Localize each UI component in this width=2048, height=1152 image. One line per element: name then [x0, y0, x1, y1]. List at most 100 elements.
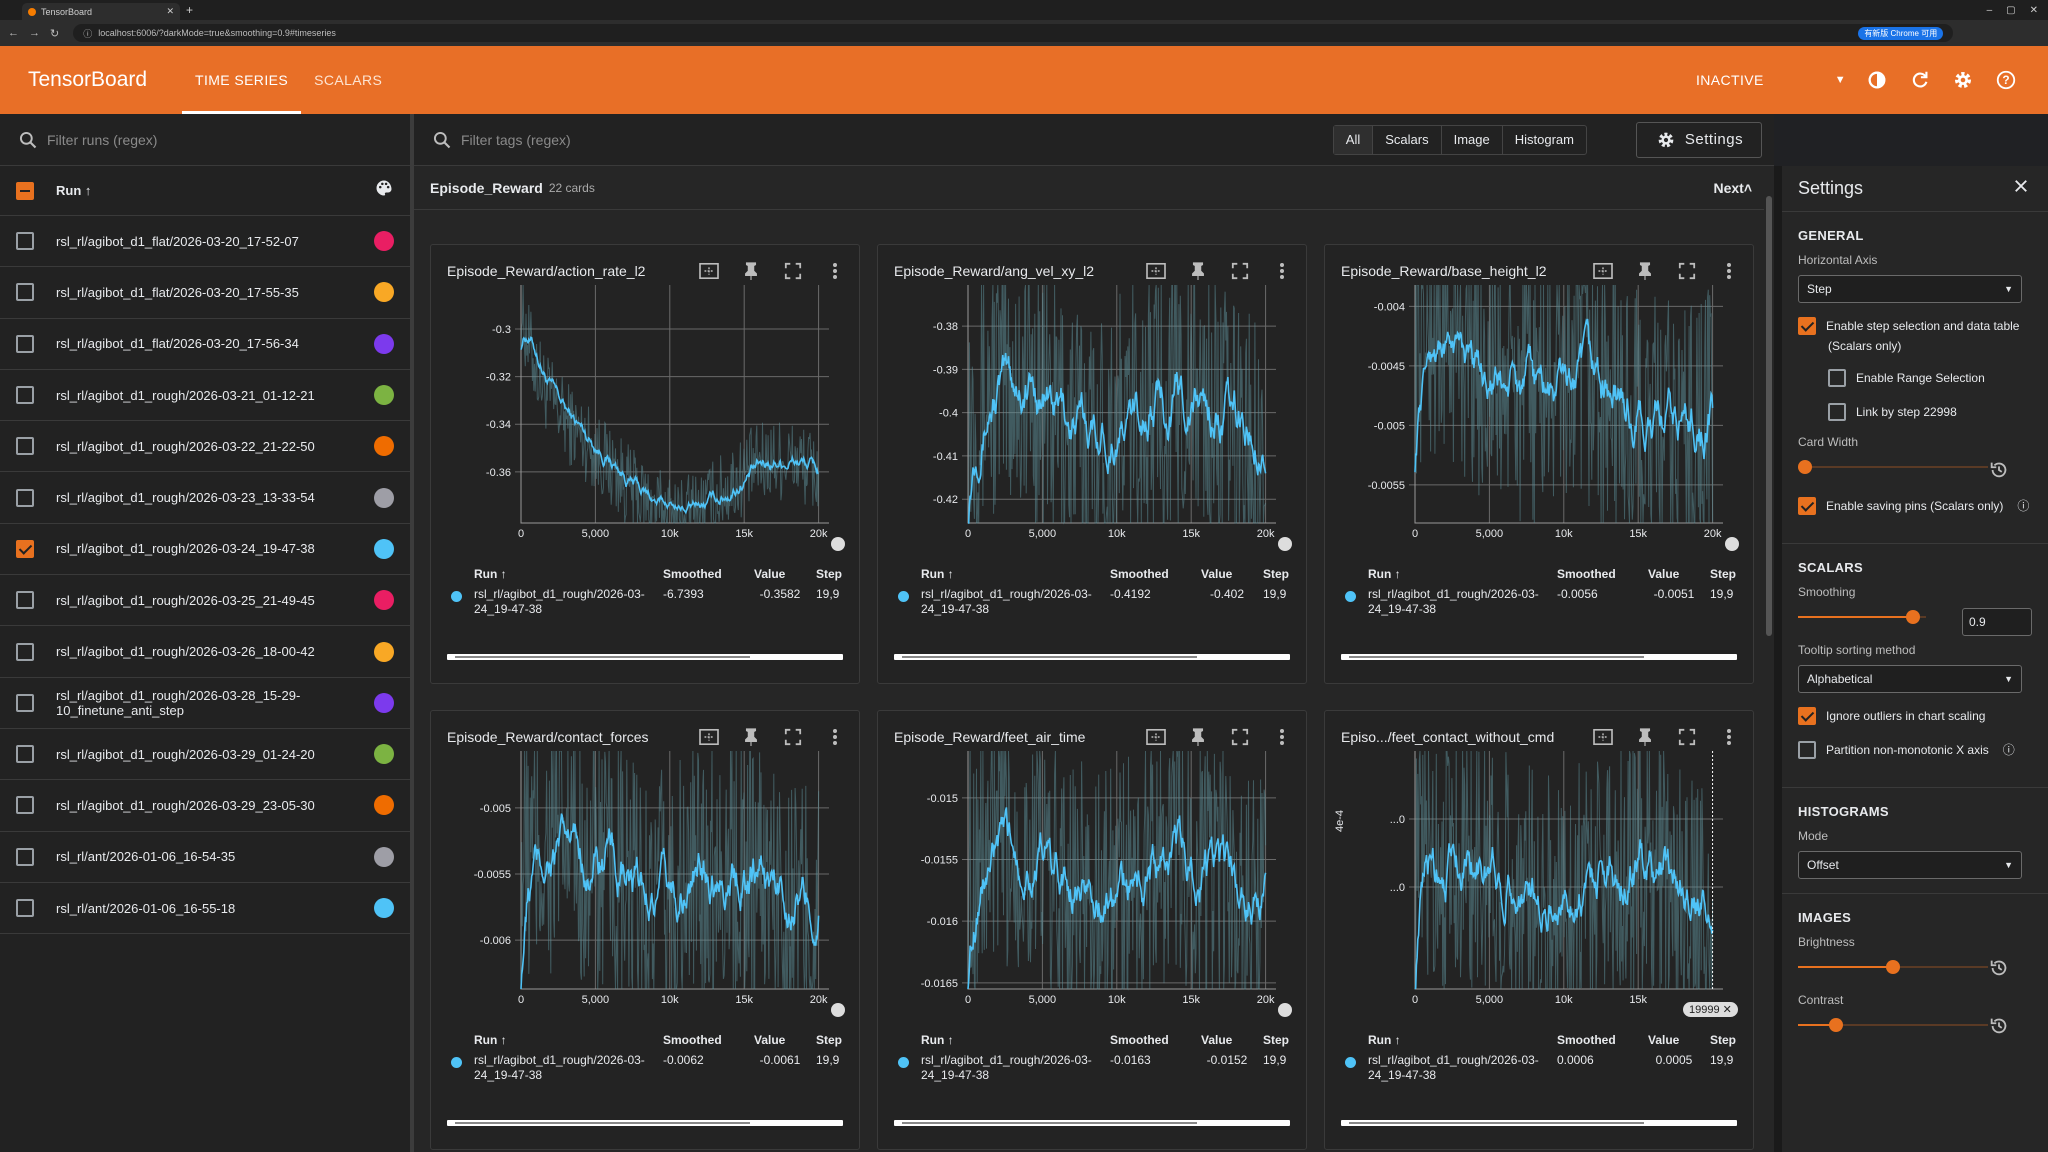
column-header-run[interactable]: Run ↑ [1368, 567, 1401, 581]
table-scrollbar[interactable] [1341, 654, 1737, 660]
run-row[interactable]: rsl_rl/ant/2026-01-06_16-55-18 [0, 883, 410, 935]
smoothing-slider[interactable] [1798, 607, 1926, 627]
column-header-value[interactable]: Value [1201, 567, 1233, 581]
column-header-run[interactable]: Run ↑ [1368, 1033, 1401, 1047]
saving-pins-checkbox[interactable] [1798, 497, 1816, 515]
run-checkbox[interactable] [16, 283, 34, 302]
step-badge[interactable]: 19999 ✕ [1683, 1002, 1738, 1017]
step-marker-icon[interactable] [831, 537, 845, 551]
brightness-slider[interactable] [1798, 957, 1988, 977]
run-row[interactable]: rsl_rl/agibot_d1_rough/2026-03-29_01-24-… [0, 729, 410, 781]
tab-scalars[interactable]: SCALARS [314, 72, 383, 88]
column-header-smoothed[interactable]: Smoothed [1557, 567, 1616, 581]
run-color-swatch[interactable] [374, 538, 394, 559]
step-marker-icon[interactable] [831, 1003, 845, 1017]
table-scrollbar[interactable] [447, 654, 843, 660]
fullscreen-icon[interactable] [1675, 261, 1699, 281]
tag-filter-input[interactable] [461, 131, 1261, 148]
fit-domain-icon[interactable] [1144, 261, 1168, 281]
fit-domain-icon[interactable] [1591, 727, 1615, 747]
column-header-smoothed[interactable]: Smoothed [663, 567, 722, 581]
run-row[interactable]: rsl_rl/agibot_d1_rough/2026-03-22_21-22-… [0, 421, 410, 473]
run-checkbox[interactable] [16, 693, 34, 712]
column-header-run[interactable]: Run ↑ [474, 567, 507, 581]
toggle-image[interactable]: Image [1442, 125, 1503, 154]
scrollbar-thumb[interactable] [455, 1122, 750, 1124]
scalar-chart[interactable]: 0 5,000 10k 15k 20k -0.3 -0.32 -0.34 -0.36 [431, 285, 861, 555]
ignore-outliers-checkbox[interactable] [1798, 707, 1816, 725]
column-header-smoothed[interactable]: Smoothed [1110, 567, 1169, 581]
run-checkbox[interactable] [16, 745, 34, 764]
next-page-button[interactable]: Next˄ [1713, 180, 1752, 196]
column-header-step[interactable]: Step [1710, 1033, 1737, 1047]
toggle-histogram[interactable]: Histogram [1514, 132, 1574, 147]
column-header-value[interactable]: Value [1648, 567, 1680, 581]
close-tab-icon[interactable]: ✕ [166, 6, 174, 16]
run-color-swatch[interactable] [374, 795, 394, 816]
settings-button[interactable]: Settings [1636, 121, 1762, 158]
help-icon[interactable]: ? [1994, 68, 2018, 92]
more-vert-icon[interactable] [823, 261, 847, 281]
dark-mode-icon[interactable] [1865, 68, 1889, 92]
column-header-run[interactable]: Run ↑ [921, 1033, 954, 1047]
run-checkbox[interactable] [16, 796, 34, 815]
browser-tab[interactable]: TensorBoard ✕ [22, 3, 180, 20]
scrollbar-thumb[interactable] [902, 656, 1197, 658]
scalar-chart[interactable]: 0 5,000 10k 15k ...0 ...0 4e-4 [1325, 751, 1755, 1021]
run-checkbox[interactable] [16, 437, 34, 456]
table-scrollbar[interactable] [894, 654, 1290, 660]
run-row[interactable]: rsl_rl/agibot_d1_flat/2026-03-20_17-56-3… [0, 319, 410, 370]
contrast-slider[interactable] [1798, 1015, 1988, 1035]
run-row[interactable]: rsl_rl/agibot_d1_rough/2026-03-28_15-29-… [0, 678, 410, 729]
close-window-icon[interactable]: ✕ [2029, 4, 2038, 16]
smoothing-input[interactable]: 0.9 [1962, 608, 2032, 636]
step-selection-checkbox[interactable] [1798, 317, 1816, 335]
column-header-smoothed[interactable]: Smoothed [1557, 1033, 1616, 1047]
column-header-value[interactable]: Value [754, 567, 786, 581]
run-color-swatch[interactable] [374, 641, 394, 662]
minimize-icon[interactable]: – [1986, 4, 1993, 16]
scalar-chart[interactable]: 0 5,000 10k 15k 20k -0.005 -0.0055 -0.006 [431, 751, 861, 1021]
column-header-value[interactable]: Value [1201, 1033, 1233, 1047]
refresh-icon[interactable] [1908, 68, 1932, 92]
run-color-swatch[interactable] [374, 333, 394, 354]
table-scrollbar[interactable] [1341, 1120, 1737, 1126]
scrollbar-thumb[interactable] [1349, 1122, 1644, 1124]
run-checkbox[interactable] [16, 539, 34, 558]
step-marker-icon[interactable] [1278, 537, 1292, 551]
run-column-header[interactable]: Run ↑ [56, 183, 92, 198]
run-color-swatch[interactable] [374, 692, 394, 713]
more-vert-icon[interactable] [1270, 261, 1294, 281]
run-checkbox[interactable] [16, 386, 34, 405]
more-vert-icon[interactable] [1717, 727, 1741, 747]
run-row[interactable]: rsl_rl/agibot_d1_rough/2026-03-21_01-12-… [0, 370, 410, 422]
run-checkbox[interactable] [16, 591, 34, 610]
run-checkbox[interactable] [16, 488, 34, 507]
close-icon[interactable] [2012, 177, 2030, 200]
column-header-step[interactable]: Step [816, 567, 843, 581]
new-tab-icon[interactable]: + [186, 3, 194, 17]
histogram-mode-select[interactable]: Offset ▼ [1798, 851, 2022, 879]
run-checkbox[interactable] [16, 847, 34, 866]
run-color-swatch[interactable] [374, 385, 394, 406]
more-vert-icon[interactable] [1717, 261, 1741, 281]
sidebar-resize-handle[interactable] [410, 114, 414, 1152]
fit-domain-icon[interactable] [697, 727, 721, 747]
partition-checkbox[interactable] [1798, 741, 1816, 759]
toggle-all[interactable]: All [1333, 125, 1374, 154]
fullscreen-icon[interactable] [781, 261, 805, 281]
run-row[interactable]: rsl_rl/agibot_d1_rough/2026-03-26_18-00-… [0, 626, 410, 678]
table-scrollbar[interactable] [894, 1120, 1290, 1126]
select-all-checkbox[interactable] [16, 181, 34, 200]
column-header-value[interactable]: Value [754, 1033, 786, 1047]
step-marker-icon[interactable] [1278, 1003, 1292, 1017]
run-row[interactable]: rsl_rl/agibot_d1_rough/2026-03-25_21-49-… [0, 575, 410, 627]
table-scrollbar[interactable] [447, 1120, 843, 1126]
fullscreen-icon[interactable] [781, 727, 805, 747]
pin-icon[interactable] [1633, 261, 1657, 281]
fit-domain-icon[interactable] [1144, 727, 1168, 747]
pin-icon[interactable] [1186, 727, 1210, 747]
run-checkbox[interactable] [16, 334, 34, 353]
column-header-smoothed[interactable]: Smoothed [1110, 1033, 1169, 1047]
run-color-swatch[interactable] [374, 231, 394, 252]
